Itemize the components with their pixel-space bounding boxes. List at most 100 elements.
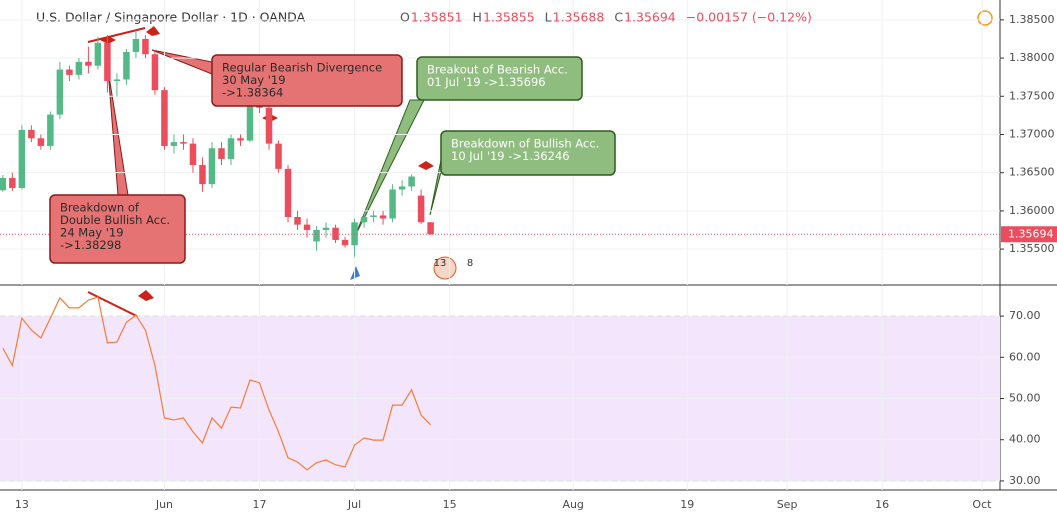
candle-body (151, 54, 159, 91)
candle-body (113, 79, 121, 81)
candle-body (37, 138, 45, 146)
annotation-text: ->1.38364 (222, 86, 283, 100)
candle-body (332, 227, 339, 240)
candle-body (85, 61, 92, 66)
rsi-line (2, 296, 432, 471)
alert-icon[interactable] (977, 10, 993, 26)
candle-body (408, 176, 415, 187)
candle-body (227, 138, 235, 159)
candle-body (66, 69, 73, 75)
candle-body (123, 51, 130, 80)
candle-body (398, 186, 406, 190)
event-badge[interactable] (433, 256, 457, 280)
candle-body (75, 61, 83, 75)
candle-body (94, 42, 102, 66)
ohlc-value: 1.35855 (483, 10, 535, 25)
annotation-text: Breakout of Bearish Acc. (427, 63, 568, 77)
annotation-text: 10 Jul '19 ->1.36246 (451, 149, 570, 163)
y-tick-label: 70.00 (1009, 309, 1041, 322)
candle-body (189, 143, 197, 166)
y-tick-label: 1.35500 (1009, 242, 1055, 255)
candle-body (303, 224, 311, 230)
candle-body (284, 168, 292, 217)
x-tick-label: Jul (347, 498, 361, 511)
candle-body (180, 142, 187, 144)
x-tick-label: 16 (875, 498, 889, 511)
y-tick-label: 30.00 (1009, 474, 1041, 487)
x-tick-label: Sep (777, 498, 798, 511)
signal-icon (146, 26, 160, 36)
candle-body (161, 90, 168, 146)
annotation-box (416, 56, 583, 101)
x-tick-label: 17 (253, 498, 267, 511)
event-count: 8 (467, 258, 473, 269)
price-change: −0.00157 (−0.12%) (686, 10, 812, 25)
y-tick-label: 1.36500 (1009, 166, 1055, 179)
candle-body (208, 148, 216, 185)
candle-body (341, 239, 349, 246)
ohlc-label: C (614, 10, 623, 25)
candle-body (389, 189, 396, 219)
annotation-text: Double Bullish Acc. (60, 213, 170, 227)
candle-body (370, 215, 377, 217)
candle-body (237, 138, 244, 141)
y-tick-label: 1.38000 (1009, 51, 1055, 64)
candle-body (265, 107, 273, 144)
annotation-text: Regular Bearish Divergence (222, 61, 382, 75)
candle-body (9, 178, 16, 188)
annotation-text: 30 May '19 (222, 73, 286, 87)
candle-body (218, 148, 225, 159)
last-price-box (1001, 226, 1057, 243)
annotation-text: 24 May '19 (60, 226, 124, 240)
annotation-text: Breakdown of Bullish Acc. (451, 137, 599, 151)
candle-body (294, 216, 301, 225)
candle-body (18, 129, 26, 188)
candle-body (427, 222, 434, 235)
candle-body (417, 195, 425, 223)
ohlc-value: 1.35694 (624, 10, 676, 25)
y-tick-label: 50.00 (1009, 392, 1041, 405)
candle-body (142, 38, 149, 55)
x-tick-label: Oct (972, 498, 992, 511)
ohlc-label: O (400, 10, 410, 25)
x-tick-label: Jun (155, 498, 173, 511)
annotation-box (211, 54, 403, 107)
ohlc-value: 1.35851 (411, 10, 463, 25)
candle-body (0, 178, 7, 191)
candle-body (322, 227, 330, 230)
candle-body (104, 42, 111, 81)
signal-icon (100, 36, 116, 44)
y-tick-label: 1.37000 (1009, 127, 1055, 140)
annotation-box (49, 194, 186, 264)
ohlc-label: L (545, 10, 552, 25)
last-price-label: 1.35694 (1008, 227, 1054, 240)
y-tick-label: 1.37500 (1009, 89, 1055, 102)
candle-body (313, 229, 320, 242)
candle-body (246, 103, 254, 141)
candle-body (28, 129, 35, 139)
x-tick-label: 19 (680, 498, 694, 511)
candle-body (199, 165, 206, 185)
ohlc-label: H (473, 10, 482, 25)
candle-body (379, 215, 387, 219)
y-tick-label: 60.00 (1009, 350, 1041, 363)
symbol-title: U.S. Dollar / Singapore Dollar · 1D · OA… (36, 10, 306, 25)
x-tick-label: 15 (443, 498, 457, 511)
y-tick-label: 1.36000 (1009, 204, 1055, 217)
annotation-text: 01 Jul '19 ->1.35696 (427, 75, 546, 89)
candle-body (132, 38, 140, 52)
signal-icon (418, 161, 434, 170)
annotation-box (440, 130, 616, 176)
candle-body (170, 142, 178, 146)
signal-icon (138, 290, 154, 301)
candle-body (360, 216, 368, 223)
x-tick-label: 13 (15, 498, 29, 511)
event-count: 13 (434, 258, 447, 269)
ohlc-value: 1.35688 (553, 10, 605, 25)
candle-body (47, 114, 54, 146)
x-tick-label: Aug (562, 498, 583, 511)
y-tick-label: 40.00 (1009, 433, 1041, 446)
candle-body (275, 143, 282, 169)
y-tick-label: 1.38500 (1009, 13, 1055, 26)
